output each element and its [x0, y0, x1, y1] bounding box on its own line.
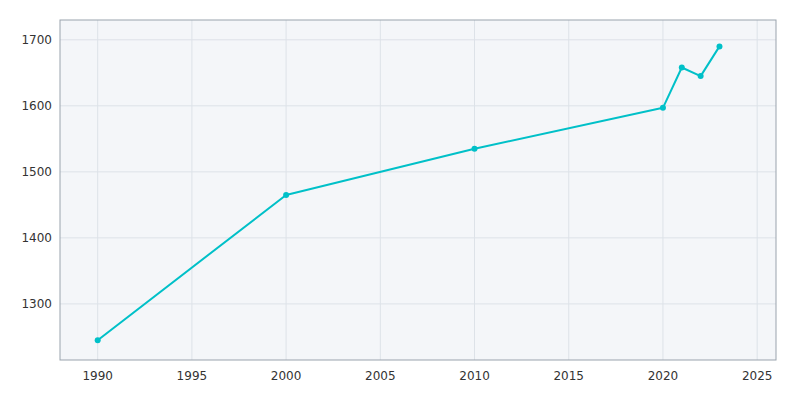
point	[660, 105, 666, 111]
x-grid-line	[757, 20, 758, 360]
y-grid-line	[60, 105, 776, 106]
x-tick-label: 2000	[271, 369, 302, 383]
point	[698, 73, 704, 79]
y-grid-line	[60, 237, 776, 238]
chart-container: 1990 1995 2000 2005 2010 2015 2020 2025 1300 1400…	[0, 0, 800, 400]
x-grid-line	[380, 20, 381, 360]
plot-frame	[60, 20, 776, 360]
grid	[60, 20, 776, 360]
x-tick-label: 2005	[365, 369, 396, 383]
chart-svg: 1990 1995 2000 2005 2010 2015 2020 2025 1300 1400…	[0, 0, 800, 400]
x-tick-label: 1995	[177, 369, 208, 383]
y-tick-label: 1600	[21, 99, 52, 113]
plot-background	[60, 20, 776, 360]
y-tick-label: 1400	[21, 231, 52, 245]
x-grid-line	[191, 20, 192, 360]
y-tick-label: 1300	[21, 297, 52, 311]
x-grid-line	[474, 20, 475, 360]
y-grid-line	[60, 303, 776, 304]
x-grid-line	[568, 20, 569, 360]
point	[679, 65, 685, 71]
x-grid-line	[97, 20, 98, 360]
point	[95, 337, 101, 343]
tick-labels: 1990 1995 2000 2005 2010 2015 2020 2025 1300 1400…	[21, 33, 772, 383]
point	[716, 43, 722, 49]
data-marks	[95, 43, 723, 343]
point	[472, 146, 478, 152]
x-tick-label: 2010	[459, 369, 490, 383]
line	[98, 46, 720, 340]
x-tick-label: 2020	[648, 369, 679, 383]
x-tick-label: 2015	[553, 369, 584, 383]
x-grid-line	[286, 20, 287, 360]
y-tick-label: 1500	[21, 165, 52, 179]
x-tick-label: 1990	[82, 369, 113, 383]
x-tick-label: 2025	[742, 369, 773, 383]
y-grid-line	[60, 39, 776, 40]
y-grid-line	[60, 171, 776, 172]
point	[283, 192, 289, 198]
y-tick-label: 1700	[21, 33, 52, 47]
x-grid-line	[662, 20, 663, 360]
